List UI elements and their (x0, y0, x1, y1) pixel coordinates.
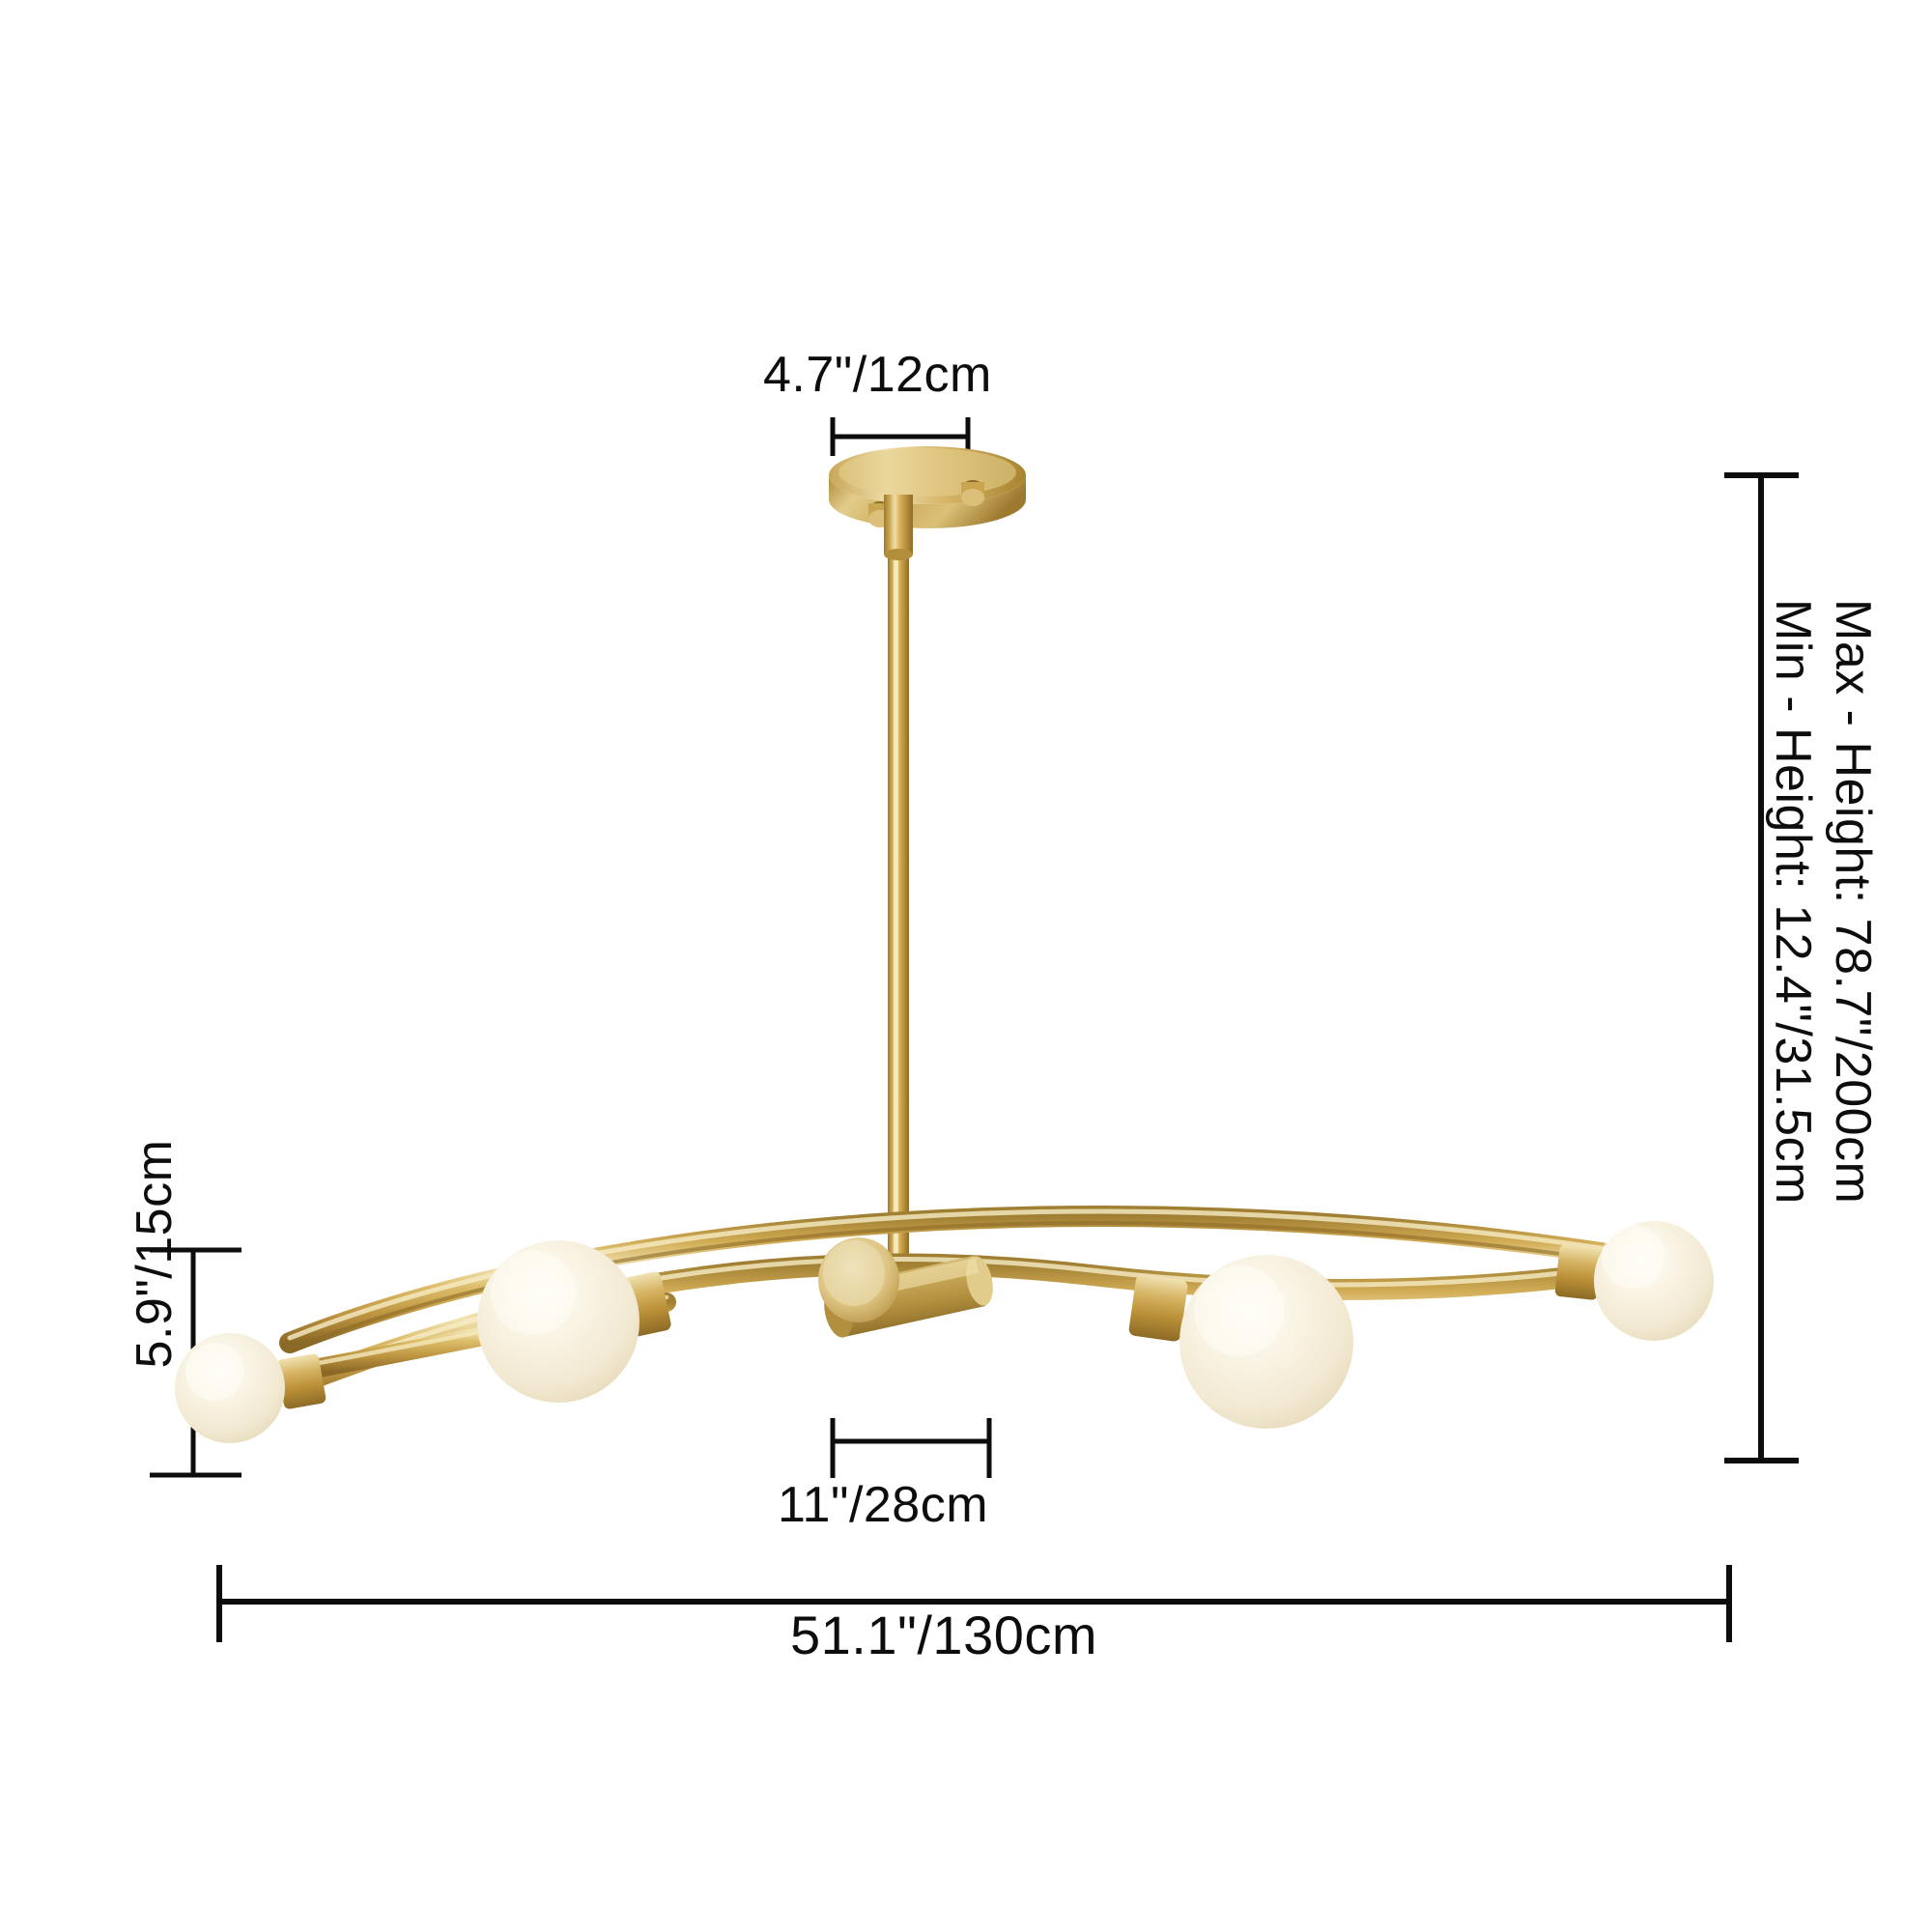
dimension-label-max-height: Max - Height: 78.7"/200cm (1825, 599, 1881, 1205)
opal-glass-globe (1128, 1255, 1353, 1429)
dimension-label-canopy-width: 4.7"/12cm (763, 347, 992, 403)
dimension-label-overall-width: 51.1"/130cm (790, 1605, 1098, 1665)
dimension-label-min-height: Min - Height: 12.4"/31.5cm (1765, 599, 1821, 1205)
curved-arm-right (279, 1206, 1643, 1353)
brass-socket-cup (1128, 1274, 1188, 1342)
center-hub (818, 1237, 993, 1338)
brass-socket-cup (276, 1353, 327, 1409)
dim-height-range (1724, 472, 1799, 1463)
opal-glass-globe (477, 1240, 671, 1403)
opal-glass-globe (175, 1333, 327, 1443)
down-rod-stem (888, 551, 909, 1265)
chandelier-illustration (175, 446, 1714, 1443)
opal-glass-globe (1554, 1221, 1714, 1341)
ceiling-canopy (829, 446, 1026, 560)
dim-arm-spacing (830, 1418, 992, 1478)
dim-overall-width (216, 1565, 1732, 1642)
dimension-label-globe-height: 5.9"/15cm (127, 1139, 183, 1369)
dimension-lines (150, 417, 1799, 1642)
brass-socket-cup (1554, 1244, 1603, 1300)
dimension-label-arm-spacing: 11"/28cm (778, 1477, 989, 1533)
